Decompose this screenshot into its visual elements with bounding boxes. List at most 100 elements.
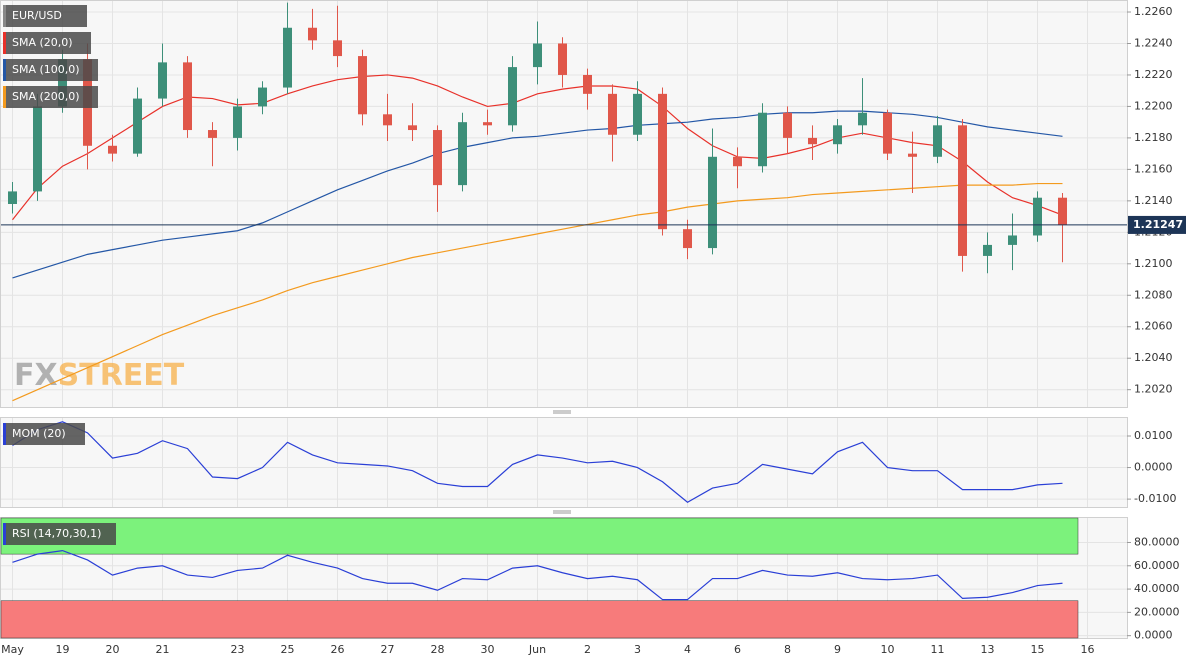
- candle-body: [583, 74, 592, 94]
- y-tick-label: 1.2020: [1134, 383, 1173, 396]
- candle-body: [608, 93, 617, 135]
- legend-box: [3, 5, 87, 27]
- y-tick-label: 1.2240: [1134, 36, 1173, 49]
- candle-body: [458, 122, 467, 186]
- x-tick-label: 9: [834, 643, 841, 656]
- candle-body: [558, 43, 567, 75]
- candle-body: [358, 56, 367, 115]
- candle-body: [333, 40, 342, 57]
- x-tick-label: Jun: [528, 643, 546, 656]
- x-tick-label: 6: [734, 643, 741, 656]
- candle-body: [408, 125, 417, 131]
- candle-body: [133, 98, 142, 154]
- y-tick-label: 1.2040: [1134, 351, 1173, 364]
- candle-body: [1008, 235, 1017, 245]
- candle-body: [233, 106, 242, 138]
- indicator-line: [12, 550, 1063, 601]
- x-tick-label: 16: [1081, 643, 1095, 656]
- y-tick-label: 1.2060: [1134, 320, 1173, 333]
- legend-label: SMA (20,0): [12, 36, 73, 49]
- x-tick-label: 23: [231, 643, 245, 656]
- y-tick-label: 0.0000: [1134, 461, 1173, 474]
- legend-item: RSI (14,70,30,1): [3, 523, 116, 545]
- x-tick-label: 11: [931, 643, 945, 656]
- legend-item: MOM (20): [3, 423, 85, 445]
- candle-body: [258, 87, 267, 107]
- y-tick-label: 40.0000: [1134, 582, 1180, 595]
- candle-body: [183, 62, 192, 131]
- candle-body: [208, 130, 217, 138]
- y-tick-label: 60.0000: [1134, 559, 1180, 572]
- candle-body: [883, 112, 892, 154]
- last-price-label: 1.21247: [1133, 218, 1183, 231]
- x-tick-label: 15: [1031, 643, 1045, 656]
- marks-layer: FXSTREET: [1, 2, 1127, 601]
- candle-body: [108, 145, 117, 154]
- y-tick-label: 0.0000: [1134, 629, 1173, 642]
- candle-body: [283, 27, 292, 88]
- candle-body: [783, 112, 792, 138]
- candle-body: [658, 93, 667, 230]
- candle-body: [533, 43, 542, 68]
- x-tick-label: 26: [331, 643, 345, 656]
- candle-body: [733, 156, 742, 167]
- y-tick-label: 1.2160: [1134, 162, 1173, 175]
- y-tick-label: -0.0100: [1134, 492, 1176, 505]
- candle-body: [958, 125, 967, 256]
- indicator-line: [12, 421, 1063, 503]
- candle-body: [383, 114, 392, 126]
- candle-body: [708, 156, 717, 249]
- candle-body: [633, 93, 642, 135]
- candle-body: [58, 59, 67, 107]
- watermark: FXSTREET: [14, 358, 185, 393]
- y-tick-label: 1.2260: [1134, 5, 1173, 18]
- candle-body: [683, 229, 692, 249]
- candle-body: [758, 112, 767, 167]
- legend-item: SMA (200,0): [3, 86, 98, 108]
- x-tick-label: 13: [981, 643, 995, 656]
- watermark-part: STREET: [58, 358, 185, 393]
- x-tick-label: 10: [881, 643, 895, 656]
- legend-box: [3, 32, 91, 54]
- mom-panel: [0, 417, 1128, 508]
- y-tick-label: 1.2080: [1134, 288, 1173, 301]
- y-tick-label: 1.2220: [1134, 68, 1173, 81]
- x-tick-label: 2: [584, 643, 591, 656]
- x-tick-label: 20: [106, 643, 120, 656]
- candle-body: [433, 130, 442, 186]
- legend-box: [3, 59, 98, 81]
- y-tick-label: 1.2180: [1134, 131, 1173, 144]
- candle-body: [33, 106, 42, 192]
- candle-body: [983, 244, 992, 256]
- legend-swatch: [3, 523, 6, 545]
- x-tick-label: 30: [481, 643, 495, 656]
- x-tick-label: 21: [156, 643, 170, 656]
- legend-swatch: [3, 423, 6, 445]
- last-price-box: [1128, 215, 1186, 234]
- x-tick-label: 25: [281, 643, 295, 656]
- legend-item: SMA (20,0): [3, 32, 91, 54]
- legend-label: MOM (20): [12, 427, 66, 440]
- candle-body: [508, 67, 517, 126]
- candle-body: [908, 153, 917, 157]
- candle-body: [858, 112, 867, 126]
- legend-swatch: [3, 32, 6, 54]
- candle-body: [158, 62, 167, 99]
- x-tick-label: 28: [431, 643, 445, 656]
- legend-box: [3, 423, 85, 445]
- candle-body: [833, 125, 842, 145]
- legend-item: SMA (100,0): [3, 59, 98, 81]
- legend-label: EUR/USD: [12, 9, 62, 22]
- x-tick-label: 4: [684, 643, 691, 656]
- sma-line: [12, 182, 1063, 402]
- legend-label: SMA (200,0): [12, 90, 80, 103]
- candle-body: [308, 27, 317, 41]
- x-tick-label: 3: [634, 643, 641, 656]
- overbought-zone: [0, 517, 1079, 555]
- candle-body: [483, 122, 492, 126]
- legend-swatch: [3, 86, 6, 108]
- y-tick-label: 80.0000: [1134, 535, 1180, 548]
- labels-layer: 1.20201.20401.20601.20801.21001.21201.21…: [1, 5, 1186, 656]
- grid-layer: [0, 1, 1131, 639]
